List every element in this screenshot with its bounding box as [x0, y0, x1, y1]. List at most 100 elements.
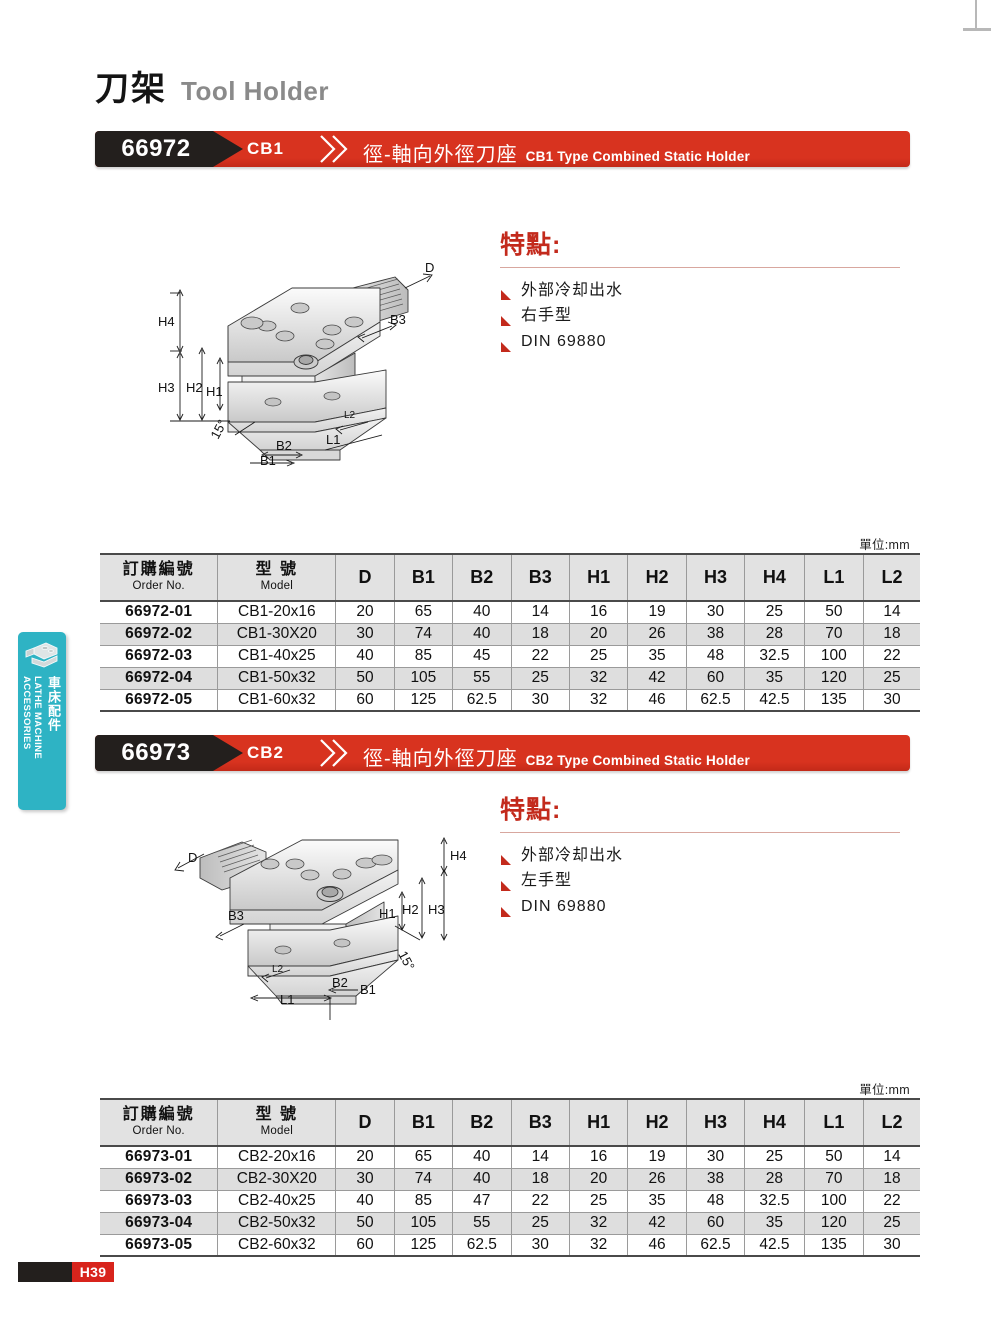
table-row: 66973-04 CB2-50x32 50 105 55 25 32 42 60… [100, 1212, 920, 1235]
features-heading: 特點: [500, 231, 562, 259]
col-b2: B2 [452, 553, 512, 602]
spec-table-cb2: 訂購編號 Order No. 型 號 Model D B1 B2 B3 H1 H… [100, 1098, 920, 1257]
dim-label-h4: H4 [158, 314, 175, 329]
features-list: 外部冷却出水 左手型 DIN 69880 [500, 843, 900, 921]
tool-holder-icon [24, 640, 60, 670]
dim-label-l2: L2 [344, 410, 356, 421]
col-l1: L1 [803, 1098, 865, 1147]
feature-label: DIN 69880 [521, 898, 607, 916]
table-row: 66972-04 CB1-50x32 50 105 55 25 32 42 60… [100, 667, 920, 690]
feature-item: 右手型 [500, 303, 900, 329]
chevron-right-icon [317, 134, 357, 164]
dim-label-h2: H2 [402, 902, 419, 917]
col-b1: B1 [393, 1098, 454, 1147]
dim-label-h3: H3 [428, 902, 445, 917]
sidebar-tab-lathe-accessories[interactable]: LATHE MACHINE ACCESSORIES 車床配件 [18, 632, 66, 810]
page-number-badge: H39 [72, 1262, 114, 1282]
banner-code-66973: 66973 [95, 735, 243, 771]
col-order-no: 訂購編號 Order No. [100, 553, 219, 602]
col-h1: H1 [568, 553, 629, 602]
feature-item: DIN 69880 [500, 329, 900, 355]
triangle-bullet-icon [500, 876, 513, 891]
table-header-row: 訂購編號 Order No. 型 號 Model D B1 B2 B3 H1 H… [100, 1098, 920, 1147]
sidebar-tab-labels: LATHE MACHINE ACCESSORIES 車床配件 [18, 676, 66, 806]
dim-label-b2: B2 [332, 975, 348, 990]
dim-label-b3: B3 [390, 312, 406, 327]
spec-table-cb1: 訂購編號 Order No. 型 號 Model D B1 B2 B3 H1 H… [100, 553, 920, 712]
banner-title-en: CB2 Type Combined Static Holder [525, 753, 750, 768]
dim-label-l2: L2 [272, 964, 284, 975]
triangle-bullet-icon [500, 850, 513, 865]
dim-label-h4: H4 [450, 848, 467, 863]
dim-label-h1: H1 [206, 384, 223, 399]
dim-label-b1: B1 [360, 982, 376, 997]
table-row: 66972-01 CB1-20x16 20 65 40 14 16 19 30 … [100, 601, 920, 624]
unit-note-cb1: 單位:mm [859, 538, 910, 552]
feature-label: 右手型 [521, 307, 573, 325]
dim-label-l1: L1 [280, 992, 294, 1007]
feature-label: 外部冷却出水 [521, 846, 624, 864]
col-b1: B1 [393, 553, 454, 602]
feature-item: 左手型 [500, 868, 900, 894]
table-row: 66972-02 CB1-30X20 30 74 40 18 20 26 38 … [100, 623, 920, 646]
col-l1: L1 [803, 553, 865, 602]
features-heading: 特點: [500, 796, 562, 824]
banner-type-cb2: CB2 [247, 743, 285, 762]
dim-label-h3: H3 [158, 380, 175, 395]
banner-titles: 徑-軸向外徑刀座 CB1 Type Combined Static Holder [363, 131, 750, 167]
dim-label-angle: 15° [395, 948, 417, 972]
page-title-cn: 刀架 [95, 70, 167, 108]
crop-mark-top-right [975, 0, 977, 28]
dim-label-b1: B1 [260, 453, 276, 468]
dim-label-b3: B3 [228, 908, 244, 923]
footer-bar [18, 1262, 72, 1282]
table-row: 66972-03 CB1-40x25 40 85 45 22 25 35 48 … [100, 645, 920, 668]
feature-label: 左手型 [521, 872, 573, 890]
page-title: 刀架 Tool Holder [95, 72, 329, 106]
dim-label-h2: H2 [186, 380, 203, 395]
features-block-cb1: 特點: 外部冷却出水 右手型 DIN 69880 [500, 231, 900, 356]
page-footer: H39 [18, 1262, 114, 1282]
col-h3: H3 [685, 1098, 746, 1147]
table-row: 66973-03 CB2-40x25 40 85 47 22 25 35 48 … [100, 1190, 920, 1213]
dim-label-h1: H1 [379, 906, 396, 921]
col-model: 型 號 Model [217, 1098, 337, 1147]
triangle-bullet-icon [500, 902, 513, 917]
feature-label: 外部冷却出水 [521, 281, 624, 299]
feature-item: DIN 69880 [500, 894, 900, 920]
banner-type-cb1: CB1 [247, 139, 285, 158]
col-l2: L2 [863, 1098, 920, 1147]
feature-label: DIN 69880 [521, 333, 607, 351]
cb2-tool-holder-drawing: H4 H3 H2 H1 D B3 B2 B1 L1 L2 15° [170, 830, 470, 1045]
dim-label-d: D [425, 260, 434, 275]
triangle-bullet-icon [500, 311, 513, 326]
table-row: 66972-05 CB1-60x32 60 125 62.5 30 32 46 … [100, 689, 920, 712]
unit-note-cb2: 單位:mm [859, 1083, 910, 1097]
features-divider [500, 831, 900, 833]
table-row: 66973-05 CB2-60x32 60 125 62.5 30 32 46 … [100, 1234, 920, 1257]
col-b3: B3 [510, 1098, 570, 1147]
col-h4: H4 [744, 1098, 805, 1147]
table-header-row: 訂購編號 Order No. 型 號 Model D B1 B2 B3 H1 H… [100, 553, 920, 602]
banner-titles: 徑-軸向外徑刀座 CB2 Type Combined Static Holder [363, 735, 750, 771]
triangle-bullet-icon [500, 285, 513, 300]
sidebar-tab-label-en: LATHE MACHINE ACCESSORIES [21, 676, 43, 760]
col-h2: H2 [627, 553, 687, 602]
banner-title-en: CB1 Type Combined Static Holder [525, 149, 750, 164]
cb1-tool-holder-drawing: H4 H3 H2 H1 D B3 B2 B1 L1 L2 15° [140, 250, 440, 470]
features-list: 外部冷却出水 右手型 DIN 69880 [500, 278, 900, 356]
dim-label-d: D [188, 850, 197, 865]
col-d: D [335, 1098, 395, 1147]
feature-item: 外部冷却出水 [500, 278, 900, 304]
col-h2: H2 [627, 1098, 687, 1147]
col-b3: B3 [510, 553, 570, 602]
col-h1: H1 [568, 1098, 629, 1147]
col-h3: H3 [685, 553, 746, 602]
features-block-cb2: 特點: 外部冷却出水 左手型 DIN 69880 [500, 796, 900, 921]
col-h4: H4 [744, 553, 805, 602]
dim-label-b2: B2 [276, 438, 292, 453]
crop-mark-right [963, 28, 991, 31]
col-d: D [335, 553, 395, 602]
banner-bar [95, 735, 910, 771]
feature-item: 外部冷却出水 [500, 843, 900, 869]
